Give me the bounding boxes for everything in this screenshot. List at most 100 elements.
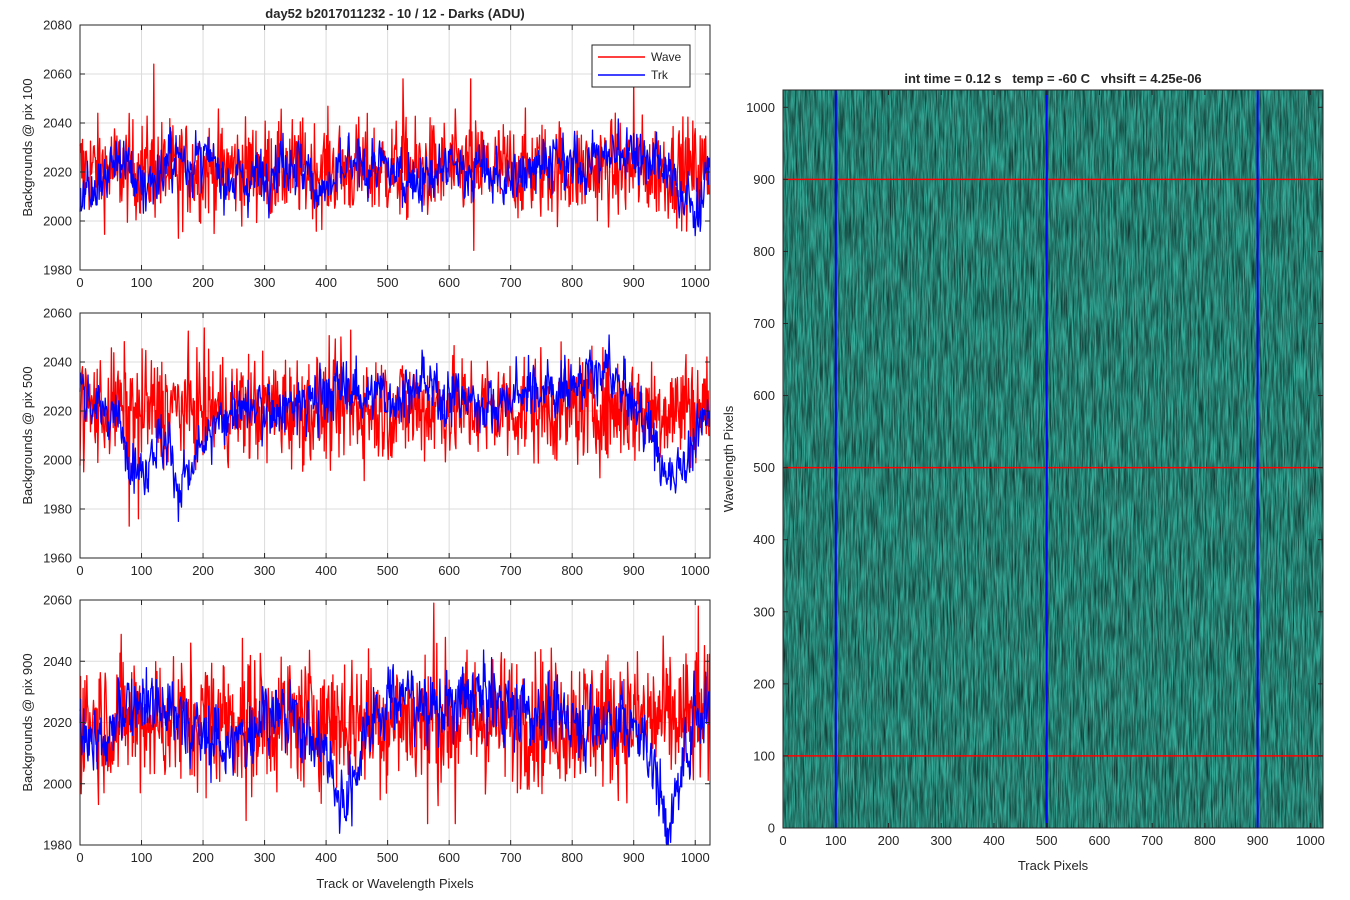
dark-frame-heatmap: 0 100 200 300 400 500 600 700 800 900 1000 0 100 200 3… — [721, 71, 1325, 873]
x-tick-label: 700 — [500, 275, 522, 290]
ticks-heatmap: 0 100 200 300 400 500 600 700 800 900 1000 0 100 200 3… — [746, 90, 1325, 848]
x-tick-label: 200 — [192, 563, 214, 578]
x-tick-label: 300 — [254, 850, 276, 865]
y-tick-label: 2020 — [43, 715, 72, 730]
x-tick-label: 900 — [623, 850, 645, 865]
y-tick-label: 2040 — [43, 355, 72, 370]
x-tick-label: 400 — [315, 850, 337, 865]
y-tick-label: 1980 — [43, 838, 72, 853]
x-tick-label: 600 — [1089, 833, 1111, 848]
x-tick-label: 100 — [131, 275, 153, 290]
x-tick-label: 100 — [131, 563, 153, 578]
x-tick-label: 200 — [192, 275, 214, 290]
y-axis-label-1: Backgrounds @ pix 100 — [20, 78, 35, 216]
axes-frame-heatmap — [782, 89, 1324, 829]
y-tick-label: 600 — [753, 388, 775, 403]
y-tick-label: 1000 — [746, 100, 775, 115]
x-tick-label: 200 — [878, 833, 900, 848]
chart-title: day52 b2017011232 - 10 / 12 - Darks (ADU… — [265, 6, 524, 21]
y-axis-label-2: Backgrounds @ pix 500 — [20, 366, 35, 504]
axes-frame-2 — [79, 312, 711, 559]
x-tick-label: 0 — [76, 563, 83, 578]
y-tick-label: 2060 — [43, 67, 72, 82]
y-tick-label: 300 — [753, 604, 775, 619]
legend: Wave Trk — [591, 44, 691, 88]
lines-1 — [79, 63, 711, 252]
y-tick-label: 700 — [753, 316, 775, 331]
y-tick-label: 2000 — [43, 776, 72, 791]
series-line-trk — [79, 334, 711, 523]
y-tick-label: 1980 — [43, 502, 72, 517]
x-tick-label: 600 — [438, 563, 460, 578]
x-tick-label: 0 — [76, 850, 83, 865]
x-tick-label: 300 — [254, 275, 276, 290]
legend-box — [591, 44, 691, 88]
series-line-trk — [79, 118, 711, 237]
x-tick-label: 100 — [825, 833, 847, 848]
x-tick-label: 400 — [315, 275, 337, 290]
backgrounds-pix-100-plot: 0 100 200 300 400 500 600 700 800 900 1000 1980 2000… — [20, 6, 711, 290]
x-tick-label: 700 — [500, 850, 522, 865]
x-tick-label: 800 — [561, 275, 583, 290]
x-tick-label: 900 — [623, 563, 645, 578]
y-tick-label: 2040 — [43, 116, 72, 131]
x-tick-label: 100 — [131, 850, 153, 865]
y-tick-label: 200 — [753, 676, 775, 691]
heatmap-texture-low — [783, 90, 1323, 828]
x-tick-label: 800 — [561, 563, 583, 578]
heatmap-title: int time = 0.12 s temp = -60 C vhsift = … — [904, 71, 1201, 86]
legend-wave-label: Wave — [651, 50, 682, 64]
x-tick-label: 500 — [377, 850, 399, 865]
x-tick-label: 500 — [1036, 833, 1058, 848]
series-line-wave — [79, 327, 710, 527]
heatmap-y-axis-label: Wavelength Pixels — [721, 405, 736, 512]
y-tick-label: 2080 — [43, 18, 72, 33]
y-tick-label: 2020 — [43, 165, 72, 180]
y-tick-label: 2040 — [43, 654, 72, 669]
heatmap-markers — [783, 90, 1323, 828]
y-tick-label: 2060 — [43, 306, 72, 321]
x-tick-label: 500 — [377, 275, 399, 290]
series-line-trk — [79, 649, 711, 846]
legend-trk-label: Trk — [651, 68, 669, 82]
y-tick-label: 2000 — [43, 453, 72, 468]
x-tick-label: 1000 — [681, 850, 710, 865]
y-tick-label: 1980 — [43, 263, 72, 278]
series-line-wave — [79, 602, 711, 825]
lines-2 — [79, 327, 711, 527]
y-tick-label: 1960 — [43, 551, 72, 566]
x-tick-label: 200 — [192, 850, 214, 865]
y-tick-label: 0 — [768, 821, 775, 836]
x-tick-label: 0 — [76, 275, 83, 290]
x-tick-label: 300 — [254, 563, 276, 578]
y-tick-label: 100 — [753, 748, 775, 763]
x-tick-label: 700 — [1141, 833, 1163, 848]
x-tick-label: 1000 — [681, 563, 710, 578]
backgrounds-pix-500-plot: 0 100 200 300 400 500 600 700 800 900 1000 1960 1980… — [20, 306, 711, 578]
ticks-2: 0 100 200 300 400 500 600 700 800 900 1000 1960 1980… — [43, 306, 710, 578]
plot-area-2 — [80, 313, 710, 558]
x-tick-label: 400 — [315, 563, 337, 578]
x-tick-label: 600 — [438, 850, 460, 865]
x-tick-label: 900 — [623, 275, 645, 290]
y-tick-label: 800 — [753, 244, 775, 259]
y-tick-label: 2000 — [43, 214, 72, 229]
y-tick-label: 400 — [753, 532, 775, 547]
backgrounds-pix-900-plot: 0 100 200 300 400 500 600 700 800 900 1000 1980 2000… — [20, 593, 711, 891]
x-tick-label: 1000 — [1296, 833, 1325, 848]
axes-frame-1 — [79, 24, 711, 271]
x-tick-label: 500 — [377, 563, 399, 578]
x-tick-label: 1000 — [681, 275, 710, 290]
y-tick-label: 2020 — [43, 404, 72, 419]
ticks-3: 0 100 200 300 400 500 600 700 800 900 1000 1980 2000… — [43, 593, 710, 865]
x-tick-label: 0 — [779, 833, 786, 848]
y-tick-label: 900 — [753, 172, 775, 187]
x-tick-label: 700 — [500, 563, 522, 578]
ticks-1: 0 100 200 300 400 500 600 700 800 900 1000 1980 2000… — [43, 18, 710, 290]
heatmap-x-axis-label: Track Pixels — [1018, 858, 1089, 873]
x-tick-label: 400 — [983, 833, 1005, 848]
x-tick-label: 600 — [438, 275, 460, 290]
y-axis-label-3: Backgrounds @ pix 900 — [20, 653, 35, 791]
y-tick-label: 2060 — [43, 593, 72, 608]
